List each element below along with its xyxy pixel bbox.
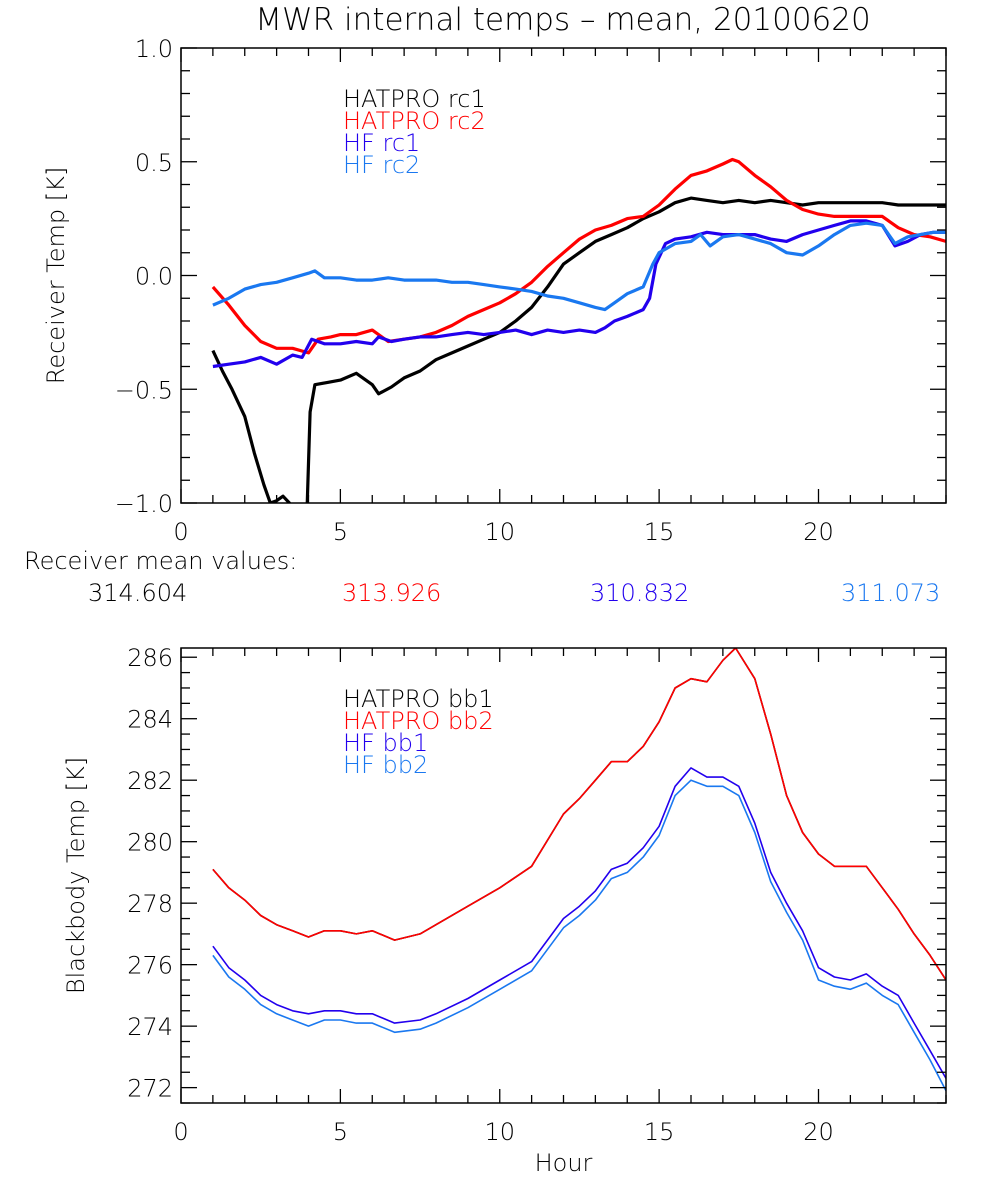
y-tick-label: 280: [127, 829, 173, 857]
mean-value-hf-rc2: 311.073: [841, 579, 940, 607]
receiver-axes: 0 5 10 15 20 −1.0 −0.5 0.0 0.5 1.0: [115, 35, 947, 546]
y-tick-label: 272: [127, 1075, 173, 1103]
receiver-legend: HATPRO rc1 HATPRO rc2 HF rc1 HF rc2: [343, 85, 486, 179]
series-line-hatpro-rc2: [211, 157, 946, 355]
x-tick-label: 5: [333, 518, 348, 546]
legend-entry-hatpro-bb2: HATPRO bb2: [343, 707, 494, 735]
series-line-hatpro-bb2: [212, 648, 946, 981]
y-tick-label: −1.0: [115, 490, 173, 518]
legend-entry-hf-rc1: HF rc1: [343, 129, 420, 157]
receiver-mean-values: Receiver mean values: 314.604 313.926 31…: [24, 547, 940, 607]
blackbody-axes: 0 5 10 15 20 272 274 276 278 280 282 284 286: [127, 644, 947, 1146]
y-tick-label: 0.0: [135, 263, 173, 291]
blackbody-legend: HATPRO bb1 HATPRO bb2 HF bb1 HF bb2: [343, 685, 494, 779]
blackbody-temp-plot: 0 5 10 15 20 272 274 276 278 280 282 284 286 Blackbo…: [62, 644, 947, 1177]
blackbody-series-layer: [212, 648, 946, 1092]
receiver-means-label: Receiver mean values:: [24, 547, 297, 575]
legend-entry-hf-bb1: HF bb1: [343, 729, 428, 757]
series-line-hatpro-rc1: [211, 349, 292, 503]
receiver-y-axis-label: Receiver Temp [K]: [42, 167, 70, 385]
y-tick-label: 284: [127, 706, 173, 734]
x-tick-label: 20: [803, 518, 834, 546]
y-tick-label: 1.0: [135, 35, 173, 63]
x-tick-label: 0: [173, 518, 188, 546]
legend-entry-hf-rc2: HF rc2: [343, 151, 420, 179]
chart-title: MWR internal temps – mean, 20100620: [255, 2, 870, 38]
x-tick-label: 15: [644, 1118, 675, 1146]
series-line-hf-rc1: [212, 219, 946, 369]
legend-entry-hf-bb2: HF bb2: [343, 751, 428, 779]
x-tick-label: 10: [484, 518, 515, 546]
receiver-series-layer: [211, 157, 946, 503]
x-tick-label: 20: [803, 1118, 834, 1146]
blackbody-y-axis-label: Blackbody Temp [K]: [62, 757, 90, 994]
legend-entry-hatpro-rc1: HATPRO rc1: [343, 85, 486, 113]
mean-value-hf-rc1: 310.832: [590, 579, 689, 607]
y-tick-label: −0.5: [115, 376, 173, 404]
y-tick-label: 286: [127, 644, 173, 672]
y-tick-label: 278: [127, 890, 173, 918]
x-tick-label: 10: [484, 1118, 515, 1146]
receiver-temp-plot: 0 5 10 15 20 −1.0 −0.5 0.0 0.5 1.0 Receiver Temp …: [42, 35, 947, 546]
series-line-hf-rc2: [212, 221, 946, 312]
y-tick-label: 274: [127, 1013, 173, 1041]
x-tick-label: 5: [333, 1118, 348, 1146]
mean-value-hatpro-rc1: 314.604: [88, 579, 187, 607]
y-tick-label: 282: [127, 767, 173, 795]
legend-entry-hatpro-rc2: HATPRO rc2: [343, 107, 486, 135]
series-line-hatpro-rc1: [305, 196, 946, 503]
y-tick-label: 276: [127, 952, 173, 980]
series-line-hf-bb2: [212, 779, 946, 1092]
x-tick-label: 0: [173, 1118, 188, 1146]
series-line-hf-bb1: [212, 767, 946, 1079]
x-tick-label: 15: [644, 518, 675, 546]
mean-value-hatpro-rc2: 313.926: [342, 579, 441, 607]
y-tick-label: 0.5: [135, 149, 173, 177]
legend-entry-hatpro-bb1: HATPRO bb1: [343, 685, 494, 713]
blackbody-x-axis-label: Hour: [535, 1149, 593, 1177]
